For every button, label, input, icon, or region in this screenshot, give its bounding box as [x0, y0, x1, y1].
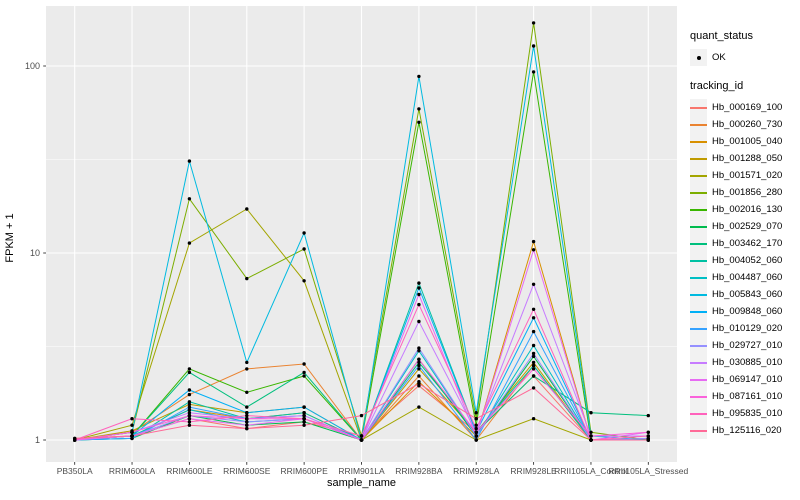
legend-item-label: Hb_001005_040 [712, 136, 783, 147]
legend-item-label: Hb_009848_060 [712, 306, 783, 317]
legend-item: Hb_069147_010 [690, 371, 798, 388]
axis-ticks [43, 65, 649, 465]
line-key-icon [690, 252, 707, 269]
line-key-icon [690, 388, 707, 405]
legend-item: Hb_029727_010 [690, 337, 798, 354]
legend-item: Hb_001288_050 [690, 150, 798, 167]
legend-item: Hb_004487_060 [690, 269, 798, 286]
legend-item: Hb_003462_170 [690, 235, 798, 252]
line-key-icon [690, 167, 707, 184]
line-key-icon [690, 269, 707, 286]
legend-item-label: Hb_005843_060 [712, 289, 783, 300]
legend-item-label: Hb_001856_280 [712, 187, 783, 198]
legend-item-label: Hb_002529_070 [712, 221, 783, 232]
line-key-icon [690, 337, 707, 354]
y-axis-title: FPKM + 1 [4, 213, 16, 263]
legend-quant-status-title: quant_status [690, 30, 753, 42]
line-key-icon [690, 116, 707, 133]
svg-text:PB350LA: PB350LA [57, 466, 93, 476]
legend-item: Hb_002016_130 [690, 201, 798, 218]
legend-item-label: Hb_125116_020 [712, 425, 782, 436]
legend-item: Hb_009848_060 [690, 303, 798, 320]
legend-item-label: Hb_029727_010 [712, 340, 783, 351]
legend-item-label: Hb_095835_010 [712, 408, 783, 419]
legend-item-label: OK [712, 52, 726, 63]
line-key-icon [690, 184, 707, 201]
line-key-icon [690, 286, 707, 303]
legend-item: Hb_030885_010 [690, 354, 798, 371]
line-key-icon [690, 150, 707, 167]
legend-item-label: Hb_003462_170 [712, 238, 783, 249]
legend-tracking-id-items: Hb_000169_100 Hb_000260_730 Hb_001005_040 H… [690, 99, 798, 439]
svg-text:RRIM928BA: RRIM928BA [395, 466, 443, 476]
legend-item-label: Hb_069147_010 [712, 374, 783, 385]
line-key-icon [690, 303, 707, 320]
legend-item: Hb_001571_020 [690, 167, 798, 184]
legend-item: Hb_004052_060 [690, 252, 798, 269]
data-points [73, 21, 650, 442]
legend-item-label: Hb_004487_060 [712, 272, 783, 283]
line-key-icon [690, 218, 707, 235]
svg-text:100: 100 [25, 61, 40, 71]
legend-item: Hb_010129_020 [690, 320, 798, 337]
svg-text:RRIM928LE: RRIM928LE [510, 466, 557, 476]
line-key-icon [690, 99, 707, 116]
legend-tracking-id-title: tracking_id [690, 80, 744, 92]
x-tick-labels: PB350LA RRIM600LA RRIM600LE RRIM600SE RRIM60… [57, 466, 689, 476]
svg-text:RRIM600LE: RRIM600LE [166, 466, 213, 476]
svg-text:RRIM600PE: RRIM600PE [281, 466, 329, 476]
legend-item: Hb_000260_730 [690, 116, 798, 133]
legend-item-label: Hb_001571_020 [712, 170, 783, 181]
line-key-icon [690, 320, 707, 337]
svg-text:RRIM901LA: RRIM901LA [338, 466, 385, 476]
svg-text:RRIM600LA: RRIM600LA [109, 466, 156, 476]
legend-item: Hb_002529_070 [690, 218, 798, 235]
svg-text:RRIM928LA: RRIM928LA [453, 466, 500, 476]
svg-text:10: 10 [30, 248, 40, 258]
legend: quant_status OK tracking_id Hb_000169_10… [690, 30, 798, 439]
svg-text:RRII105LA_Stressed: RRII105LA_Stressed [608, 466, 688, 476]
legend-item-ok: OK [690, 49, 798, 66]
line-key-icon [690, 133, 707, 150]
legend-item-label: Hb_004052_060 [712, 255, 783, 266]
legend-item: Hb_005843_060 [690, 286, 798, 303]
svg-text:RRIM600SE: RRIM600SE [223, 466, 271, 476]
y-tick-labels: 1 10 100 [25, 61, 40, 445]
legend-item-label: Hb_000260_730 [712, 119, 783, 130]
legend-item-label: Hb_030885_010 [712, 357, 783, 368]
point-key-icon [690, 49, 707, 66]
svg-text:RRII105LA_Control: RRII105LA_Control [554, 466, 628, 476]
legend-item-label: Hb_087161_010 [712, 391, 783, 402]
legend-item: Hb_087161_010 [690, 388, 798, 405]
line-key-icon [690, 201, 707, 218]
line-key-icon [690, 235, 707, 252]
line-key-icon [690, 405, 707, 422]
legend-item-label: Hb_002016_130 [712, 204, 783, 215]
legend-item: Hb_095835_010 [690, 405, 798, 422]
line-key-icon [690, 354, 707, 371]
svg-text:1: 1 [35, 435, 40, 445]
legend-item-label: Hb_010129_020 [712, 323, 783, 334]
legend-item: Hb_000169_100 [690, 99, 798, 116]
legend-item-label: Hb_000169_100 [712, 102, 783, 113]
legend-item: Hb_125116_020 [690, 422, 798, 439]
legend-item: Hb_001005_040 [690, 133, 798, 150]
line-key-icon [690, 422, 707, 439]
legend-item: Hb_001856_280 [690, 184, 798, 201]
legend-item-label: Hb_001288_050 [712, 153, 783, 164]
line-key-icon [690, 371, 707, 388]
x-axis-title: sample_name [326, 477, 397, 489]
